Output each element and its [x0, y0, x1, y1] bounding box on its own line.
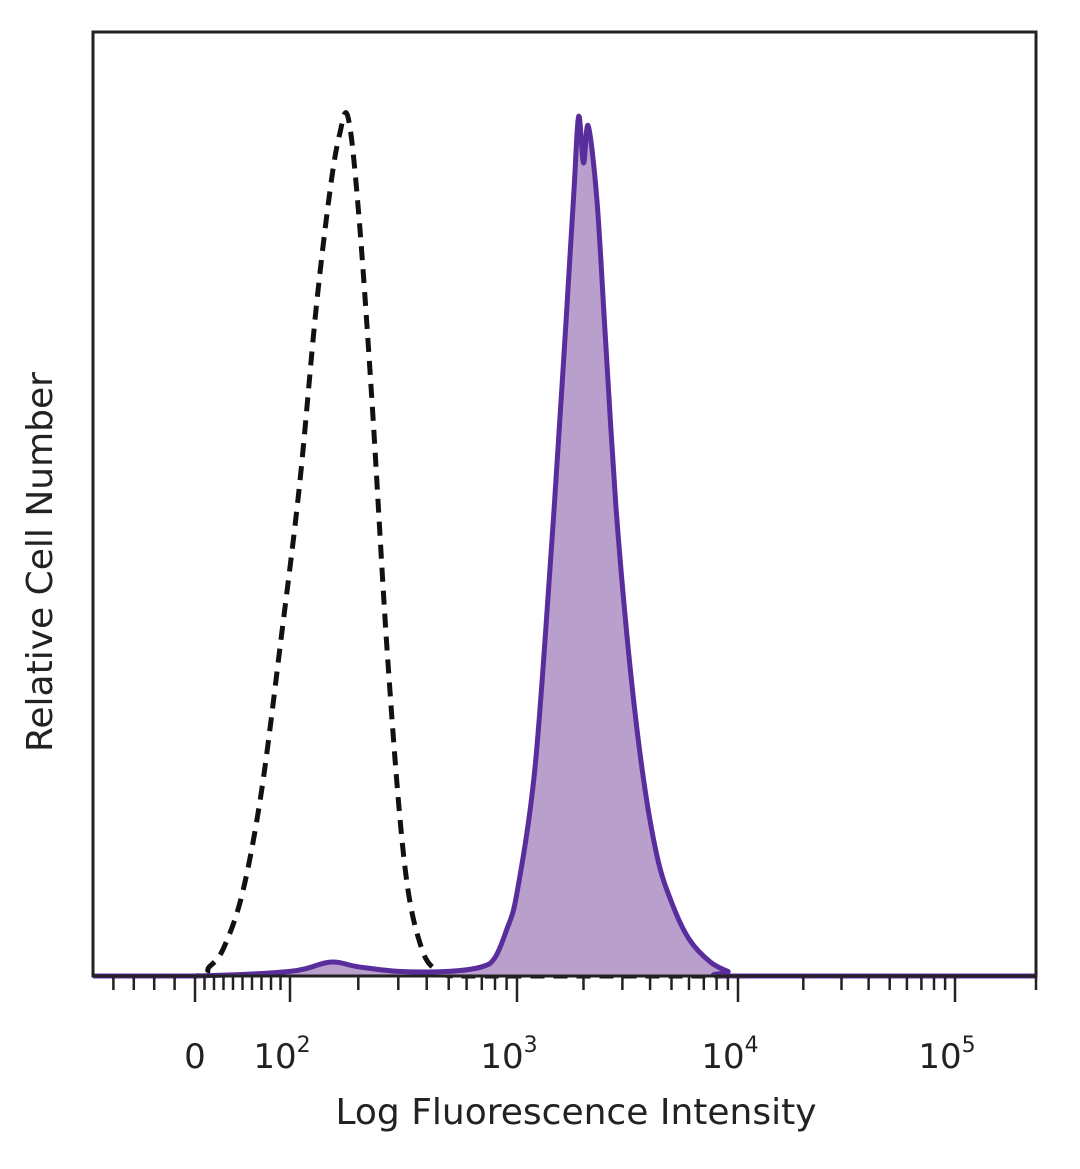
- series-layer: [93, 110, 1036, 979]
- plot-frame: [91, 30, 1038, 978]
- x-axis-tick-labels: 0 102 103 104 105: [184, 1033, 975, 1077]
- control-histogram-line: [93, 110, 1036, 979]
- x-tick-label: 104: [701, 1033, 758, 1077]
- x-axis-ticks: [112, 976, 1038, 1002]
- x-tick-label: 105: [918, 1033, 975, 1077]
- x-tick-label: 102: [253, 1033, 310, 1077]
- x-tick-label: 103: [480, 1033, 537, 1077]
- stained-histogram-line: [93, 114, 1036, 979]
- y-axis-title: Relative Cell Number: [20, 372, 61, 752]
- x-tick-label: 0: [184, 1037, 206, 1077]
- x-axis-title: Log Fluorescence Intensity: [335, 1092, 816, 1133]
- stained-histogram-fill: [93, 116, 1036, 977]
